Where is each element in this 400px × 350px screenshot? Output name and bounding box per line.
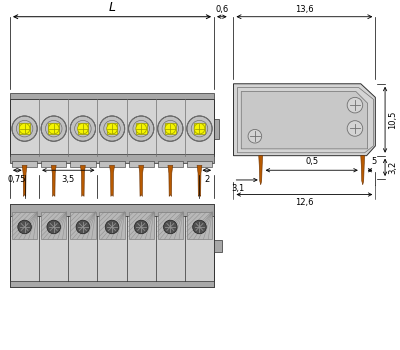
Circle shape [248,130,262,143]
Polygon shape [80,166,85,196]
Circle shape [78,123,88,134]
Circle shape [134,220,148,234]
Text: 3,5: 3,5 [62,175,75,184]
Polygon shape [22,166,27,196]
Polygon shape [51,166,56,196]
Circle shape [105,220,119,234]
Text: 0,5: 0,5 [305,158,318,166]
Text: 0,75: 0,75 [7,175,26,184]
Circle shape [193,220,206,234]
Text: 3,1: 3,1 [232,184,245,193]
Bar [10,99,214,156]
Bar [128,161,154,167]
Bar [187,212,212,239]
Circle shape [70,116,96,141]
Text: 5: 5 [371,158,376,166]
Bar [10,204,214,216]
Circle shape [194,123,205,134]
Polygon shape [168,166,173,196]
Polygon shape [361,156,365,185]
Bar [70,212,96,239]
Circle shape [164,220,177,234]
Text: 3,2: 3,2 [388,161,397,174]
Polygon shape [234,84,375,156]
Bar [48,123,59,134]
Polygon shape [110,166,114,196]
Bar [158,161,183,167]
Circle shape [41,116,66,141]
Circle shape [347,121,363,136]
Polygon shape [197,166,202,196]
Bar [128,212,154,239]
Bar [12,161,37,167]
Circle shape [48,123,59,134]
Bar [41,161,66,167]
Text: 10,5: 10,5 [388,111,397,129]
Circle shape [47,220,60,234]
Circle shape [187,116,212,141]
Bar [10,281,214,287]
Bar [10,93,214,99]
Text: 13,6: 13,6 [295,5,314,14]
Bar [214,119,219,139]
Circle shape [12,116,37,141]
Circle shape [100,116,125,141]
Bar [10,204,214,287]
Circle shape [347,97,363,113]
Bar [10,154,214,163]
Bar [12,212,37,239]
Circle shape [136,123,146,134]
Bar [19,123,30,134]
Text: 2: 2 [204,175,209,184]
Bar [100,161,125,167]
Bar [107,123,117,134]
Text: 0,6: 0,6 [215,5,228,14]
Circle shape [158,116,183,141]
Circle shape [18,220,31,234]
Circle shape [107,123,117,134]
Circle shape [165,123,176,134]
Polygon shape [139,166,144,196]
Bar [100,212,125,239]
Bar [78,123,88,134]
Text: L: L [108,1,116,14]
Bar [136,123,146,134]
Bar [187,161,212,167]
Polygon shape [259,156,263,185]
Polygon shape [241,92,368,149]
Bar [194,123,205,134]
Bar [70,161,96,167]
Bar [214,240,222,252]
Circle shape [128,116,154,141]
Circle shape [19,123,30,134]
Text: 12,6: 12,6 [295,198,314,208]
Bar [41,212,66,239]
Circle shape [76,220,90,234]
Bar [165,123,176,134]
Bar [158,212,183,239]
